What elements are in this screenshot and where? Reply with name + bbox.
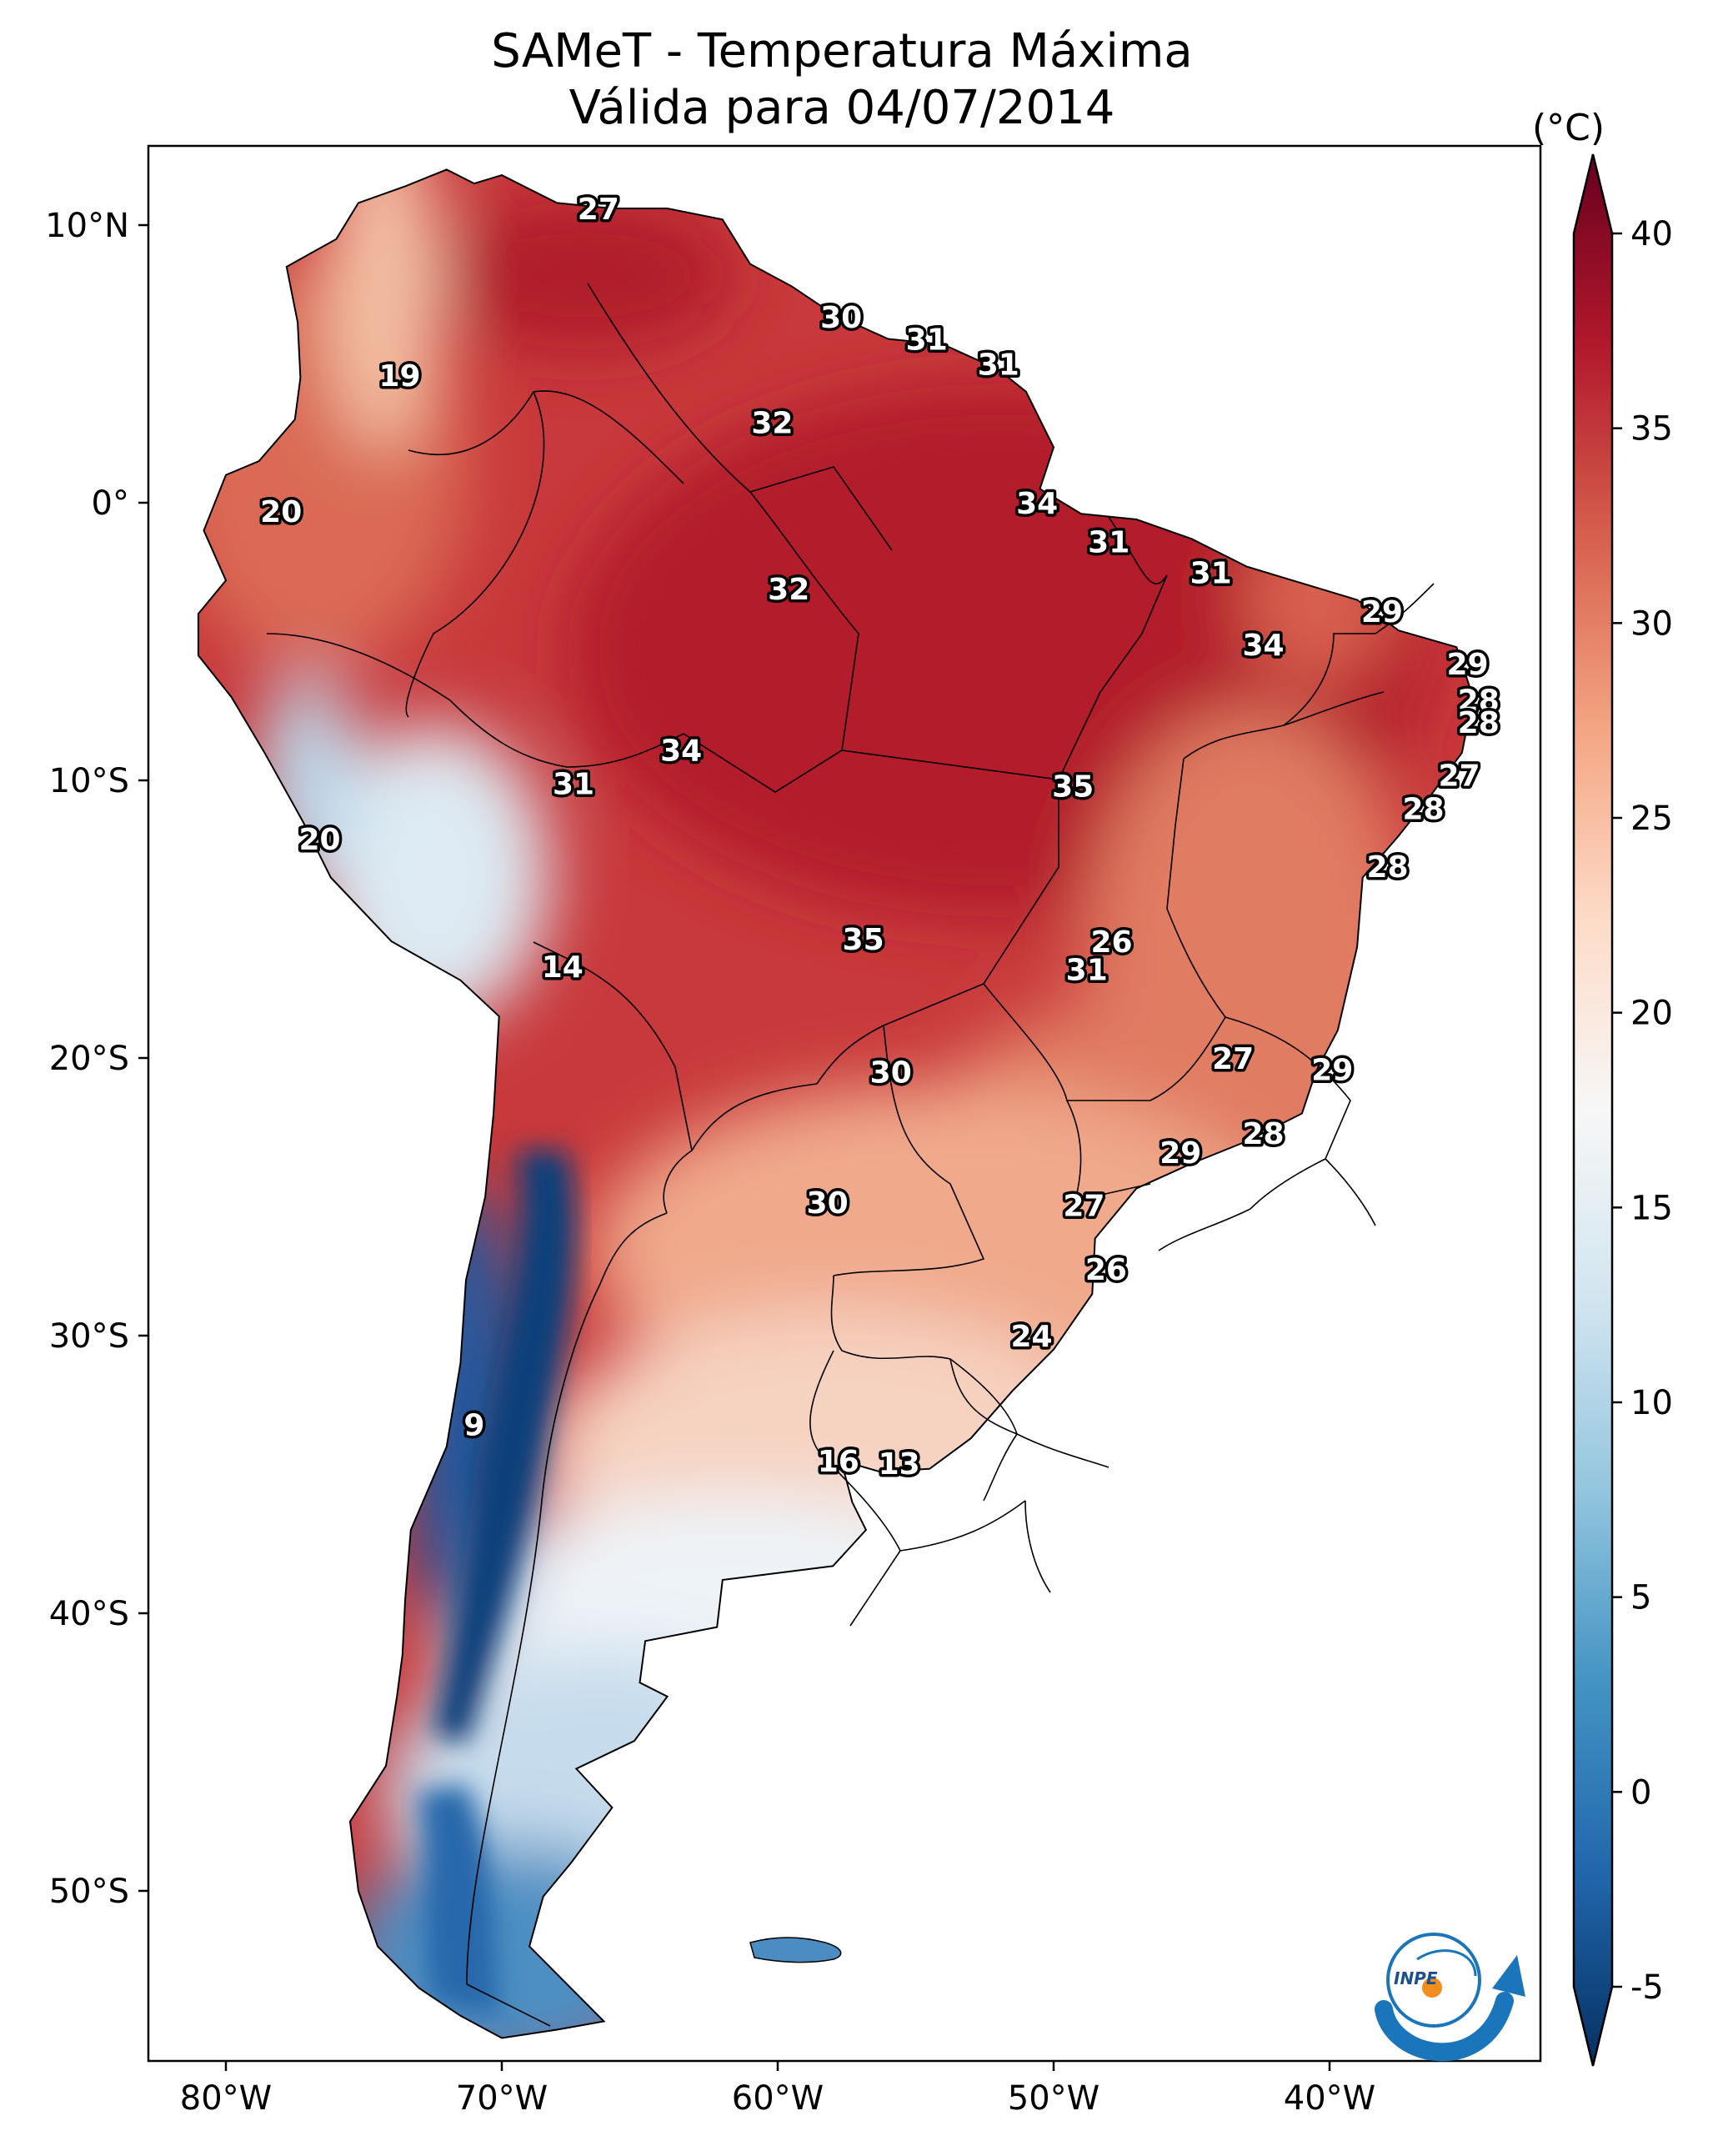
temperature-label: 30 [820,301,862,335]
svg-text:INPE: INPE [1394,1968,1438,1988]
map-area [148,146,1540,2061]
map-title: SAMeT - Temperatura Máxima Válida para 0… [150,23,1534,137]
temperature-label: 16 [818,1445,859,1479]
temperature-label: 26 [1085,1253,1127,1287]
temperature-label: 27 [1212,1042,1254,1076]
colorbar-body [1572,153,1614,2067]
temperature-label: 28 [1458,684,1500,718]
x-axis-ticks: 80°W 70°W 60°W 50°W 40°W [180,2061,1375,2118]
temperature-label: 14 [542,950,584,985]
temperature-label: 26 [1090,925,1132,960]
colorbar-ticks: 40 35 30 25 20 15 10 5 0 -5 [1612,215,1673,2007]
temperature-label: 30 [807,1186,849,1221]
temperature-label: 31 [1190,556,1232,590]
colorbar-tick-label: 40 [1630,215,1673,253]
temperature-label: 34 [1243,629,1285,663]
y-tick-label: 10°N [45,207,129,245]
temperature-label: 24 [1010,1320,1052,1354]
y-axis-ticks: 10°N 0° 10°S 20°S 30°S 40°S 50°S [45,207,148,1911]
inpe-logo: INPE [1375,1933,1525,2062]
temperature-label: 34 [1016,487,1058,521]
temperature-label: 31 [1066,953,1108,987]
temperature-label: 13 [879,1447,920,1482]
temperature-label: 20 [260,495,302,529]
temperature-label: 35 [1052,770,1094,805]
temperature-label: 20 [298,823,340,857]
temperature-label: 29 [1160,1136,1201,1171]
y-tick-label: 40°S [49,1595,129,1633]
y-tick-label: 0° [92,484,129,523]
colorbar-unit: (°C) [1532,107,1605,149]
temperature-label: 28 [1458,706,1500,740]
temperature-label: 31 [978,348,1019,383]
coastline [197,168,1475,2039]
temperature-label: 27 [1063,1189,1104,1223]
temperature-label: 28 [1366,850,1408,885]
temperature-label: 31 [906,323,948,358]
temperature-label: 31 [1088,526,1129,560]
title-line-2: Válida para 04/07/2014 [568,81,1115,135]
x-tick-label: 70°W [456,2079,548,2118]
temperature-label: 28 [1243,1117,1285,1151]
temperature-label: 30 [870,1056,912,1091]
colorbar-tick-label: 15 [1630,1189,1673,1227]
temperature-label: 29 [1361,595,1403,629]
colorbar-tick-label: 10 [1630,1384,1673,1422]
temperature-label: 29 [1446,648,1488,682]
y-tick-label: 10°S [49,762,129,800]
temperature-label: 19 [378,359,420,394]
x-tick-label: 60°W [732,2079,824,2118]
colorbar: 40 35 30 25 20 15 10 5 0 -5 [1572,153,1673,2067]
temperature-label: 28 [1402,792,1444,826]
temperature-label: 31 [553,767,594,801]
temperature-label: 27 [1439,759,1480,793]
falkland-islands [749,1937,842,1963]
x-tick-label: 50°W [1008,2079,1099,2118]
title-line-1: SAMeT - Temperatura Máxima [491,24,1193,78]
temperature-label: 32 [751,406,793,440]
temperature-label: 9 [463,1409,484,1443]
country-borders [266,283,1435,2027]
map-frame [147,144,1542,2063]
colorbar-tick-label: 20 [1630,995,1673,1033]
y-tick-label: 20°S [49,1040,129,1078]
temperature-label: 29 [1311,1053,1353,1087]
colorbar-tick-label: 35 [1630,410,1673,449]
temperature-label: 35 [843,923,884,957]
colorbar-tick-label: 5 [1630,1579,1651,1617]
colorbar-tick-label: 30 [1630,604,1673,643]
y-tick-label: 50°S [49,1873,129,1911]
colorbar-tick-label: 0 [1630,1773,1651,1812]
colorbar-tick-label: 25 [1630,800,1673,838]
x-tick-label: 40°W [1284,2079,1375,2118]
x-tick-label: 80°W [180,2079,272,2118]
colorbar-tick-label: -5 [1630,1968,1664,2007]
y-tick-label: 30°S [49,1317,129,1356]
temperature-label: 27 [578,193,619,227]
temperature-label: 32 [768,573,809,607]
temperature-label: 34 [660,734,702,768]
